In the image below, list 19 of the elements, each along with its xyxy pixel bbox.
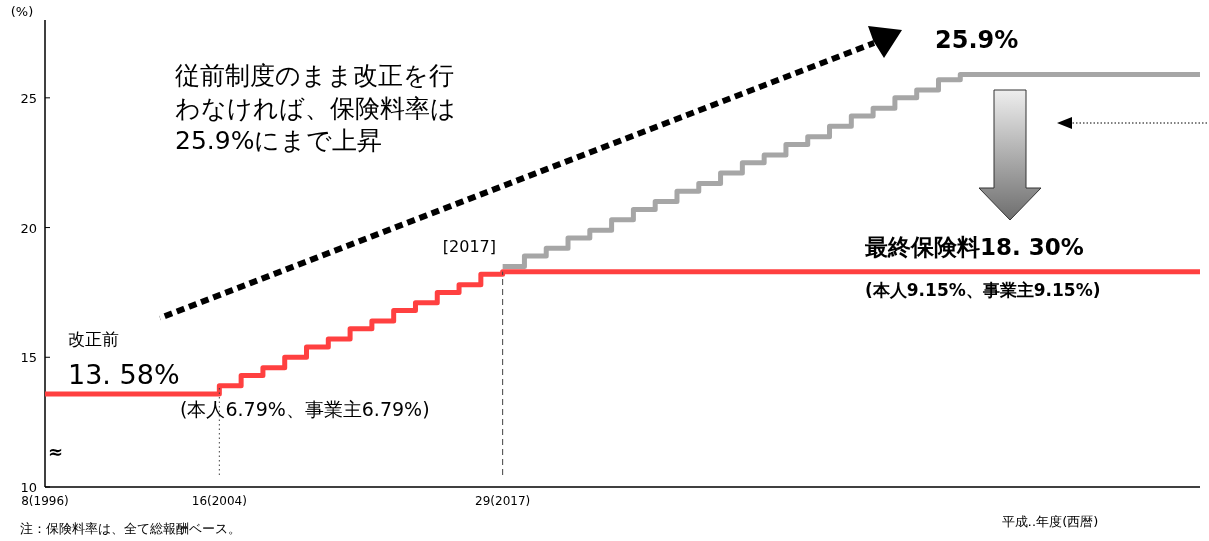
annotation: (本人6.79%、事業主6.79%) [180,398,430,420]
annotation: (本人9.15%、事業主9.15%) [865,280,1101,300]
annotation: 改正前 [68,329,119,349]
x-axis-title: 平成‥年度(西暦) [1001,514,1099,529]
y-axis-title: (%) [10,4,34,19]
text: 注：保険料率は、全て総報酬ベース。 [20,521,241,536]
x-tick-label: 29(2017) [475,494,531,508]
annotation: [2017] [442,237,496,256]
annotation: 25.9% [935,26,1019,54]
annotation: 最終保険料18. 30% [864,234,1084,260]
y-tick-label: 10 [20,480,37,495]
y-tick-label: 15 [20,350,37,366]
annotation: ≈ [48,441,64,462]
x-tick-label: 16(2004) [191,494,247,508]
x-tick-label: 8(1996) [21,494,69,508]
y-tick-label: 20 [20,220,37,236]
annotation: 従前制度のまま改正を行わなければ、保険料率は25.9%にまで上昇 [175,61,456,155]
y-tick-label: 25 [20,90,37,106]
annotation: 13. 58% [68,359,180,390]
